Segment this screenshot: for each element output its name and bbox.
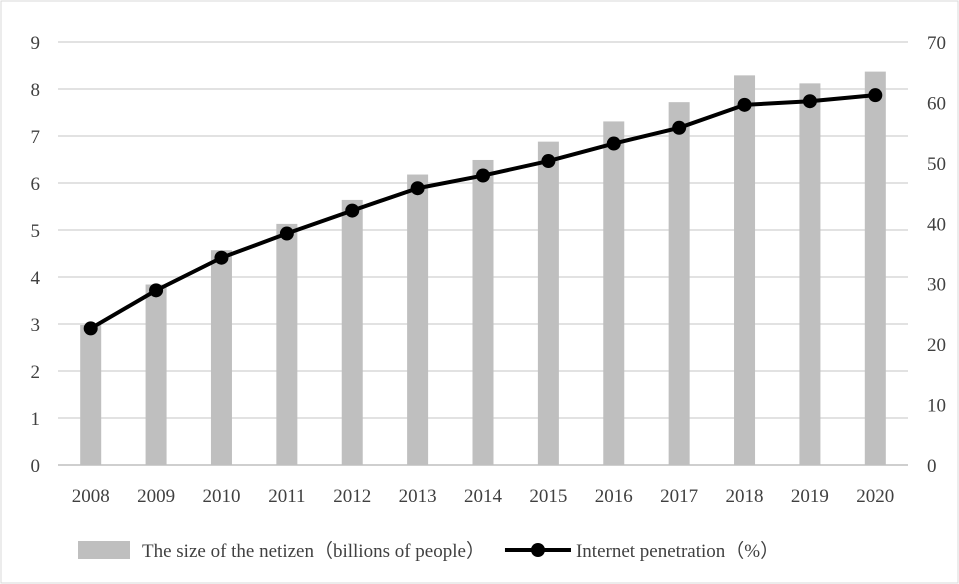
- right-tick-label: 20: [927, 335, 946, 356]
- bar: [537, 141, 559, 465]
- bar-series: [80, 71, 886, 466]
- x-tick-label: 2011: [268, 486, 305, 507]
- left-axis-ticks: 0 1 2 3 4 5 6 7 8 9: [31, 33, 41, 477]
- right-tick-label: 30: [927, 275, 946, 296]
- left-tick-label: 6: [31, 174, 41, 195]
- x-tick-label: 2017: [660, 486, 698, 507]
- legend-bar-swatch: [78, 541, 130, 559]
- bar: [472, 159, 494, 465]
- line-point: [672, 120, 687, 135]
- bar: [864, 71, 886, 466]
- right-tick-label: 40: [927, 214, 946, 235]
- right-tick-label: 0: [927, 456, 937, 477]
- line-point: [737, 97, 752, 112]
- x-tick-label: 2015: [529, 486, 567, 507]
- legend: The size of the netizen（billions of peop…: [78, 540, 779, 562]
- x-tick-label: 2010: [202, 486, 240, 507]
- x-axis-ticks: 2008 2009 2010 2011 2012 2013 2014 2015 2016 2017…: [72, 486, 895, 507]
- line-point: [606, 136, 621, 151]
- x-tick-label: 2009: [137, 486, 175, 507]
- left-tick-label: 4: [31, 268, 41, 289]
- line-series: [83, 88, 883, 336]
- line-point: [214, 250, 229, 265]
- line-point: [476, 168, 490, 183]
- left-tick-label: 2: [31, 362, 41, 383]
- left-tick-label: 9: [31, 33, 41, 54]
- left-tick-label: 7: [31, 127, 41, 148]
- bar: [603, 121, 625, 466]
- x-tick-label: 2013: [399, 486, 437, 507]
- left-tick-label: 1: [31, 409, 41, 430]
- gridlines: [58, 41, 908, 466]
- line-point: [868, 88, 883, 103]
- legend-line-marker: [530, 543, 545, 557]
- bar: [210, 250, 232, 465]
- bar: [145, 284, 167, 465]
- x-tick-label: 2020: [856, 486, 894, 507]
- x-tick-label: 2008: [72, 486, 110, 507]
- line-point: [149, 283, 164, 298]
- right-tick-label: 70: [927, 33, 946, 54]
- bar: [341, 199, 363, 466]
- right-tick-label: 60: [927, 93, 946, 114]
- bar: [80, 324, 102, 465]
- bar: [276, 223, 298, 465]
- bar: [799, 83, 821, 466]
- right-tick-label: 10: [927, 396, 946, 417]
- x-tick-label: 2012: [333, 486, 371, 507]
- bar: [668, 102, 690, 465]
- line-point: [410, 181, 425, 196]
- x-tick-label: 2019: [791, 486, 829, 507]
- line-point: [802, 94, 817, 109]
- x-tick-label: 2018: [726, 486, 764, 507]
- line-point: [541, 154, 556, 169]
- right-tick-label: 50: [927, 154, 946, 175]
- x-tick-label: 2014: [464, 486, 503, 507]
- left-tick-label: 0: [31, 456, 41, 477]
- line-point: [279, 226, 294, 241]
- bar: [734, 75, 756, 466]
- legend-bar-label: The size of the netizen（billions of peop…: [142, 540, 485, 562]
- line-point: [83, 321, 98, 336]
- left-tick-label: 8: [31, 80, 41, 101]
- x-tick-label: 2016: [595, 486, 633, 507]
- left-tick-label: 3: [31, 315, 41, 336]
- left-tick-label: 5: [31, 221, 41, 242]
- right-axis-ticks: 0 10 20 30 40 50 60 70: [927, 33, 946, 477]
- legend-line-label: Internet penetration（%）: [576, 540, 779, 562]
- line-point: [345, 203, 360, 218]
- bar: [407, 174, 429, 466]
